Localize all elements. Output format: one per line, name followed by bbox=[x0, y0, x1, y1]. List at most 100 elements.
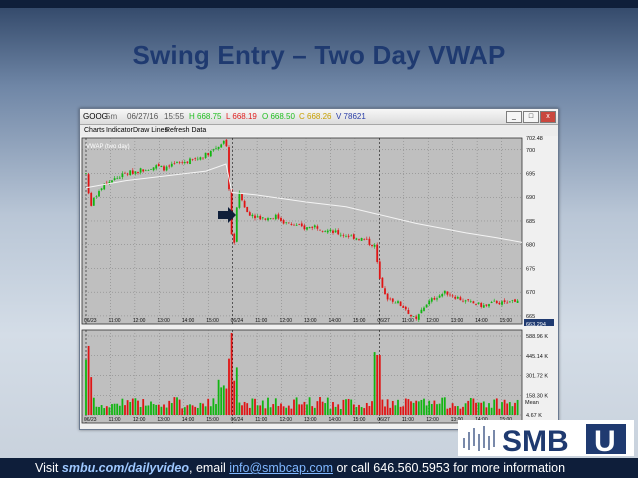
candle-body bbox=[485, 304, 488, 306]
candle-body bbox=[308, 227, 311, 229]
volume-bar bbox=[397, 399, 399, 415]
volume-bar bbox=[124, 405, 126, 415]
candle-body bbox=[176, 162, 178, 164]
candle-body bbox=[423, 307, 425, 311]
volume-bar bbox=[230, 333, 233, 415]
volume-bar bbox=[264, 408, 267, 415]
candle-body bbox=[225, 139, 228, 147]
candle-body bbox=[139, 168, 142, 173]
candle-body bbox=[443, 290, 446, 294]
menu-charts[interactable]: Charts bbox=[84, 127, 105, 134]
candle-body bbox=[147, 170, 150, 171]
menu-refresh-data[interactable]: Refresh Data bbox=[165, 127, 207, 134]
volume-bar bbox=[157, 404, 160, 415]
volume-bar bbox=[501, 402, 503, 415]
volume-bar bbox=[100, 405, 103, 415]
candle-body bbox=[506, 302, 509, 304]
volume-bar bbox=[160, 406, 163, 415]
price-tick-label: 670 bbox=[526, 290, 535, 296]
candle-body bbox=[277, 214, 280, 219]
chart-window: GOOG 5m 06/27/16 15:55 H 668.75 L 668.19… bbox=[79, 108, 559, 430]
candle-body bbox=[189, 158, 191, 165]
menu-draw-lines[interactable]: Draw Lines bbox=[133, 127, 169, 134]
volume-bar bbox=[238, 402, 241, 415]
candle-body bbox=[326, 230, 329, 233]
volume-bar bbox=[412, 402, 415, 415]
volume-bar bbox=[495, 398, 498, 415]
time-tick-label: 15:00 bbox=[353, 318, 366, 324]
volume-bar bbox=[256, 405, 259, 415]
candle-body bbox=[267, 218, 269, 221]
volume-bar bbox=[92, 397, 95, 415]
time-tick-label: 13:00 bbox=[304, 318, 317, 324]
maximize-button[interactable]: □ bbox=[523, 111, 539, 123]
candle-body bbox=[121, 173, 124, 178]
menu-indicator[interactable]: Indicator bbox=[106, 127, 133, 134]
candle-body bbox=[503, 300, 506, 303]
time-tick-label: 12:00 bbox=[280, 318, 293, 324]
volume-bar bbox=[85, 359, 87, 415]
candle-body bbox=[417, 314, 420, 320]
candle-body bbox=[116, 177, 119, 179]
slide-title: Swing Entry – Two Day VWAP bbox=[132, 40, 506, 70]
volume-bar bbox=[321, 401, 324, 415]
candle-body bbox=[378, 261, 381, 279]
price-tick-label: 690 bbox=[526, 195, 535, 201]
price-tick-label: 700 bbox=[526, 148, 535, 154]
volume-bar bbox=[108, 407, 111, 415]
candle-body bbox=[246, 207, 249, 213]
volume-bar bbox=[404, 398, 407, 415]
candle-body bbox=[233, 233, 236, 243]
candle-body bbox=[337, 230, 340, 235]
volume-bar bbox=[144, 405, 147, 415]
candle-body bbox=[92, 197, 95, 206]
candle-body bbox=[498, 302, 501, 305]
candle-body bbox=[368, 238, 371, 245]
candle-body bbox=[254, 215, 256, 219]
candle-body bbox=[207, 153, 210, 156]
candle-body bbox=[373, 244, 376, 247]
volume-bar bbox=[186, 405, 189, 415]
volume-bar bbox=[98, 406, 100, 415]
candle-body bbox=[342, 235, 345, 236]
volume-bar bbox=[90, 377, 93, 415]
close-button[interactable]: x bbox=[540, 111, 556, 123]
volume-time-tick-label: 14:00 bbox=[182, 417, 195, 423]
candle-body bbox=[321, 231, 324, 232]
footer-email-link[interactable]: info@smbcap.com bbox=[229, 461, 333, 475]
candle-body bbox=[363, 238, 366, 240]
volume-bar bbox=[384, 406, 386, 415]
candle-body bbox=[332, 230, 334, 233]
candle-body bbox=[165, 166, 168, 171]
candle-body bbox=[199, 157, 202, 160]
volume-bar bbox=[391, 400, 394, 415]
volume-bar bbox=[228, 358, 230, 415]
volume-bar bbox=[254, 398, 256, 415]
time-tick-label: 13:00 bbox=[157, 318, 170, 324]
footer-url-link[interactable]: smbu.com/dailyvideo bbox=[61, 461, 189, 475]
candle-body bbox=[449, 294, 451, 296]
candle-body bbox=[191, 159, 194, 160]
volume-bar bbox=[103, 408, 106, 415]
volume-bar bbox=[311, 406, 314, 415]
minimize-button[interactable]: _ bbox=[506, 111, 522, 123]
volume-bar bbox=[290, 408, 293, 415]
footer-bar bbox=[0, 458, 638, 478]
volume-bar bbox=[443, 397, 446, 415]
candle-body bbox=[238, 192, 241, 208]
volume-bar bbox=[246, 403, 249, 415]
candle-body bbox=[334, 230, 337, 233]
volume-bar bbox=[191, 405, 194, 415]
volume-bar bbox=[488, 403, 490, 415]
bar-chart-logo-icon: SMB U bbox=[458, 420, 634, 458]
volume-bar bbox=[337, 404, 340, 415]
candle-body bbox=[113, 178, 116, 180]
candle-body bbox=[394, 302, 397, 304]
candle-body bbox=[181, 162, 184, 164]
volume-bar bbox=[116, 403, 119, 415]
candle-body bbox=[397, 301, 399, 303]
candle-body bbox=[241, 193, 243, 201]
volume-bar bbox=[155, 404, 158, 415]
candle-body bbox=[298, 224, 301, 225]
volume-bar bbox=[371, 401, 373, 415]
